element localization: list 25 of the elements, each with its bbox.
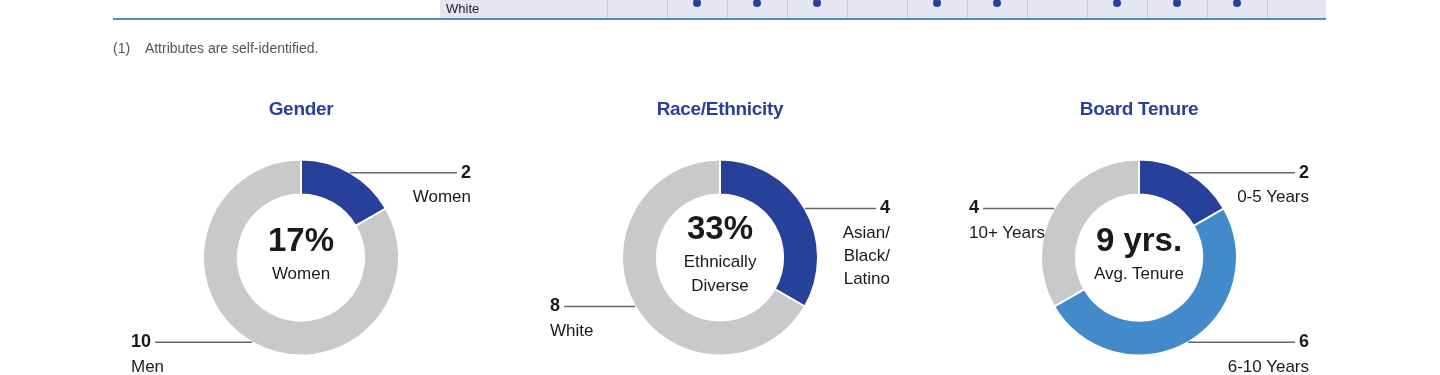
data-label: 4 — [879, 197, 890, 218]
text: 17% — [267, 220, 335, 258]
slice-label: 0-5 Years — [1237, 187, 1309, 207]
data-label: 2 — [1298, 161, 1309, 182]
data-label: 4 — [969, 197, 980, 218]
slice-label: Men — [131, 357, 165, 375]
data-label: 2 — [460, 161, 471, 182]
text: 33% — [686, 208, 754, 246]
data-label: 8 — [550, 295, 561, 316]
slice-label: 10+ Years — [969, 223, 1046, 243]
data-label: 6 — [1298, 331, 1309, 352]
text: 9 yrs. — [1095, 220, 1183, 258]
slice-label: Asian/Black/Latino — [842, 223, 891, 289]
text: (1) Attributes are self-identified. — [113, 40, 319, 56]
chart-title: Board Tenure — [1078, 98, 1200, 120]
text: White — [446, 1, 480, 16]
slice-label: 6-10 Years — [1227, 357, 1309, 375]
slice-label: Women — [412, 187, 471, 207]
chart-title: Gender — [267, 98, 335, 120]
text: Avg. Tenure — [1093, 264, 1185, 284]
chart-title: Race/Ethnicity — [655, 98, 785, 120]
text: Women — [271, 264, 331, 284]
text: Ethnically Diverse — [683, 252, 757, 296]
slice-label: White — [550, 321, 594, 341]
data-label: 10 — [131, 331, 152, 352]
